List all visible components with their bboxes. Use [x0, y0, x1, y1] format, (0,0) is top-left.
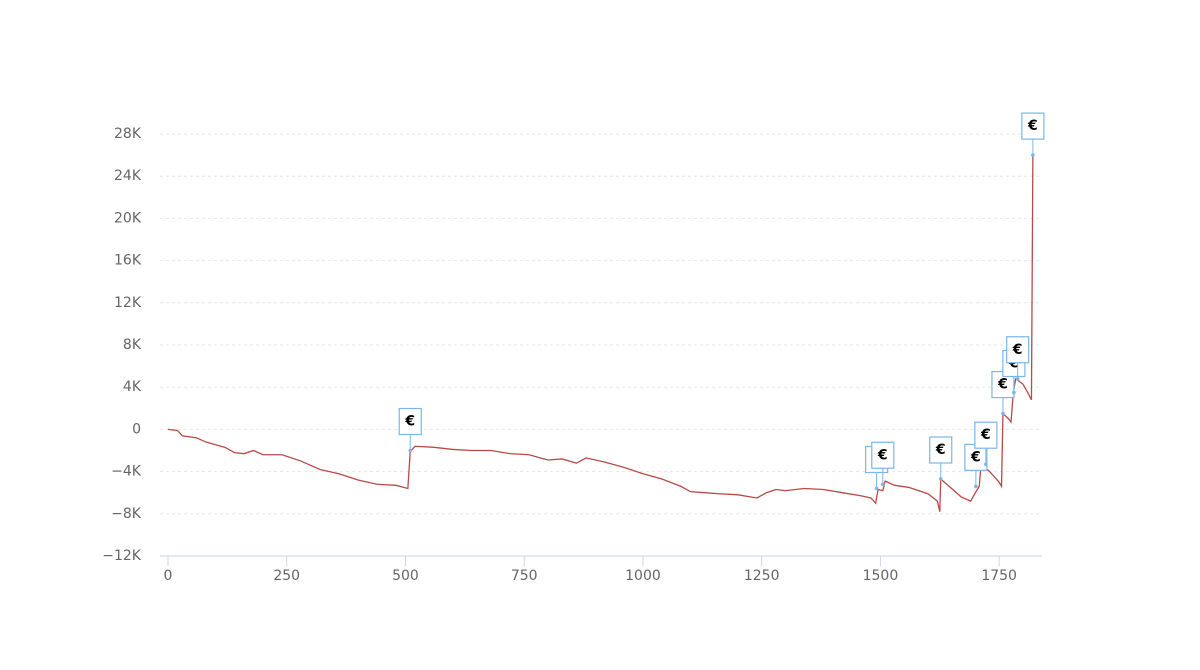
flag-anchor: [938, 477, 943, 481]
flag-box: [871, 441, 895, 469]
flag: €: [974, 421, 998, 467]
flag: €: [1006, 336, 1030, 381]
flag-anchor: [880, 482, 885, 487]
flag-anchor: [1031, 153, 1035, 157]
flag-box: [1021, 112, 1045, 140]
flag-anchor: [984, 462, 988, 467]
y-tick-label: 28K: [114, 126, 142, 142]
flag-box: [1006, 336, 1030, 364]
y-tick-label: 20K: [114, 210, 142, 226]
y-tick-label: −8K: [111, 506, 142, 522]
flag-text: €: [1008, 355, 1019, 371]
flag: €: [398, 407, 422, 453]
line: [167, 155, 1034, 512]
flag-text: €: [997, 377, 1008, 393]
flag-text: €: [935, 442, 946, 458]
y-tick-label: 24K: [114, 168, 142, 184]
flag: €: [991, 370, 1015, 416]
x-tick-label: 250: [273, 568, 300, 584]
flag: €: [929, 436, 953, 481]
y-tick-label: −4K: [111, 464, 142, 480]
flag-anchor: [1001, 411, 1005, 416]
flag-anchor: [1012, 390, 1016, 395]
flag: €: [1021, 112, 1045, 157]
y-tick-label: 16K: [114, 253, 142, 269]
flag-text: €: [1012, 342, 1023, 358]
y-tick-label: 12K: [114, 295, 142, 311]
flag-box: [974, 421, 998, 449]
flag-anchor: [1015, 376, 1020, 381]
x-tick-label: 750: [511, 568, 538, 584]
x-tick-label: 1500: [863, 568, 899, 584]
flag-anchor: [408, 448, 413, 453]
flag: €: [871, 441, 895, 487]
x-tick-label: 1750: [981, 568, 1017, 584]
y-tick-label: 4K: [123, 379, 142, 395]
x-tick-label: 0: [164, 568, 173, 584]
flag-text: €: [404, 414, 415, 430]
y-tick-label: −12K: [102, 548, 142, 564]
x-tick-label: 500: [392, 568, 419, 584]
flag-anchor: [974, 484, 978, 489]
flag-box: [929, 436, 953, 464]
flag: €: [964, 443, 988, 489]
flag-text: €: [877, 447, 888, 463]
flag-text: €: [980, 427, 991, 443]
x-tick-label: 1000: [625, 568, 661, 584]
flag-box: [398, 407, 422, 436]
flag-anchor: [874, 486, 879, 491]
flag-text: €: [970, 449, 981, 465]
x-tick-label: 1250: [744, 568, 780, 584]
flag-text: €: [1027, 118, 1038, 134]
y-tick-label: 8K: [123, 337, 142, 353]
y-tick-label: 0: [132, 421, 141, 437]
